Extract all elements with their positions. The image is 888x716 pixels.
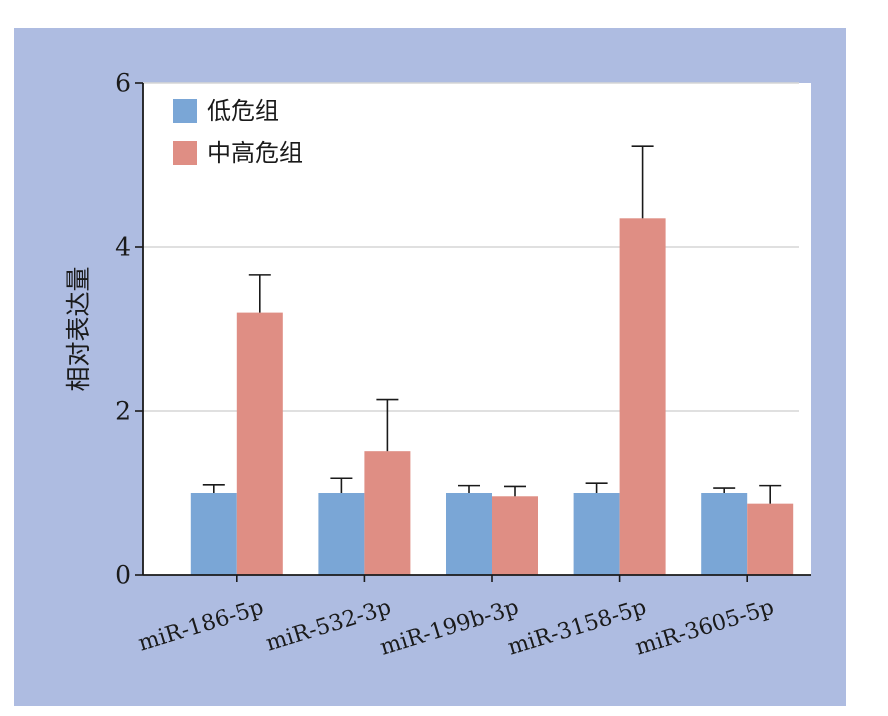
axes: [142, 83, 811, 576]
bar: [747, 503, 794, 575]
x-tick-label: miR-199b-3p: [377, 595, 522, 661]
y-tick-label: 0: [115, 561, 131, 590]
x-tick-label: miR-532-3p: [263, 595, 394, 657]
bar: [364, 451, 411, 575]
y-axis-title: 相对表达量: [64, 266, 93, 391]
legend-swatch: [173, 99, 197, 123]
bar: [236, 312, 283, 575]
bar: [446, 493, 492, 575]
error-bars: [202, 145, 782, 504]
bar: [701, 493, 748, 575]
x-tick-label: miR-186-5p: [135, 595, 266, 657]
bar: [190, 493, 237, 575]
y-ticks: 0 2 4 6: [115, 69, 143, 590]
y-tick-label: 2: [115, 397, 131, 426]
x-tick-label: miR-3158-5p: [505, 595, 649, 661]
bar: [573, 493, 620, 575]
bar: [492, 496, 538, 575]
y-tick-label: 4: [115, 233, 131, 262]
bar: [318, 493, 365, 575]
bar: [619, 218, 666, 576]
legend-label: 低危组: [207, 97, 279, 125]
y-tick-label: 6: [115, 69, 131, 98]
x-ticks: miR-186-5pmiR-532-3pmiR-199b-3pmiR-3158-…: [135, 575, 777, 661]
bars: [190, 218, 794, 576]
legend-label: 中高危组: [207, 139, 303, 167]
x-tick-label: miR-3605-5p: [633, 595, 777, 661]
legend-swatch: [173, 141, 197, 165]
